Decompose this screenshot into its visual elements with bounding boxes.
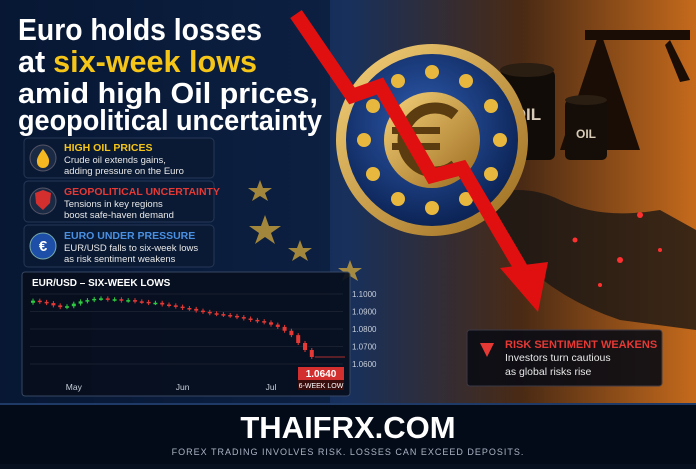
candle — [126, 300, 131, 302]
candle — [282, 326, 287, 331]
candle — [173, 305, 178, 307]
annotation-box — [298, 367, 344, 380]
candle — [105, 298, 110, 300]
chart-panel — [21, 271, 351, 397]
card-text: Tensions in key regions — [64, 199, 163, 210]
candle — [58, 305, 63, 308]
candle — [133, 300, 137, 302]
y-tick-label: 1.0800 — [352, 325, 377, 334]
candle — [187, 308, 192, 310]
euro-icon: € — [39, 238, 48, 255]
y-tick-label: 1.0600 — [352, 360, 377, 369]
x-tick-label: May — [66, 382, 83, 392]
x-tick-label: Jun — [176, 382, 190, 392]
candle — [85, 300, 90, 302]
headline-line: Euro holds losses — [18, 12, 262, 47]
x-tick-label: Jul — [266, 382, 277, 392]
y-tick-label: 1.1000 — [352, 290, 377, 299]
candle — [241, 317, 246, 319]
footer-brand: THAIFRX.COM — [240, 410, 455, 445]
candle — [71, 303, 76, 307]
headline-line: at six-week lows — [18, 44, 257, 79]
candle — [44, 301, 49, 304]
candle — [112, 299, 117, 301]
annotation-note: 6-WEEK LOW — [299, 383, 344, 390]
y-tick-label: 1.0900 — [352, 308, 377, 317]
candle — [153, 302, 158, 305]
headline-line: amid high Oil prices, — [18, 78, 318, 110]
annotation-label: 1.0640 — [306, 369, 337, 380]
candle — [65, 306, 69, 308]
candle — [296, 335, 301, 343]
candle — [31, 300, 35, 303]
candle — [78, 301, 83, 304]
candle — [119, 299, 124, 301]
risk-text: Investors turn cautious — [505, 352, 611, 364]
headline-text: at — [18, 44, 45, 79]
footer — [0, 404, 696, 464]
card-text: EUR/USD falls to six-week lows — [64, 243, 198, 254]
candle — [207, 311, 212, 314]
card-title: EURO UNDER PRESSURE — [64, 230, 195, 242]
candle — [194, 308, 199, 311]
candle — [309, 350, 314, 357]
y-tick-label: 1.0700 — [352, 343, 377, 352]
candle — [139, 301, 144, 303]
annotation-note-box — [298, 380, 344, 390]
card-title: HIGH OIL PRICES — [64, 142, 153, 154]
candle — [160, 302, 165, 305]
down-arrow — [290, 10, 548, 312]
footer-disclaimer: FOREX TRADING INVOLVES RISK. LOSSES CAN … — [172, 447, 525, 457]
risk-text: as global risks rise — [505, 366, 592, 378]
candle — [269, 322, 273, 325]
card-text: as risk sentiment weakens — [64, 254, 176, 265]
headline-line: geopolitical uncertainty — [18, 105, 322, 137]
candle — [303, 343, 307, 350]
card-text: boost safe-haven demand — [64, 210, 174, 221]
candle — [92, 298, 97, 301]
candle — [235, 315, 239, 318]
candle — [201, 310, 205, 313]
card-title: GEOPOLITICAL UNCERTAINTY — [64, 186, 220, 198]
candle — [289, 330, 294, 336]
candle — [228, 315, 233, 317]
risk-box: RISK SENTIMENT WEAKENS Investors turn ca… — [466, 329, 663, 387]
chart-title: EUR/USD – SIX-WEEK LOWS — [32, 278, 171, 289]
candle — [37, 300, 42, 303]
candle — [180, 306, 185, 309]
candle — [214, 313, 219, 315]
barrel-label: OIL — [576, 127, 596, 141]
euro-coin — [336, 44, 528, 236]
candle — [248, 318, 253, 320]
card-text: Crude oil extends gains, — [64, 155, 166, 166]
candle — [99, 298, 103, 300]
candle — [51, 303, 56, 306]
chart: 1.1000 1.0900 1.0800 1.0700 1.0600 May Jun Jul 1… — [30, 290, 377, 392]
candle — [255, 319, 260, 322]
candle — [262, 321, 267, 323]
risk-title: RISK SENTIMENT WEAKENS — [505, 339, 657, 351]
headline-highlight: six-week lows — [53, 44, 257, 79]
candle — [167, 304, 171, 306]
candle — [221, 314, 226, 316]
candle — [146, 301, 151, 304]
candle — [275, 324, 280, 327]
card-text: adding pressure on the Euro — [64, 166, 184, 177]
cards: € HIGH OIL PRICES Crude oil extends gain… — [23, 137, 220, 268]
headline: Euro holds losses at six-week lows amid h… — [18, 12, 322, 137]
